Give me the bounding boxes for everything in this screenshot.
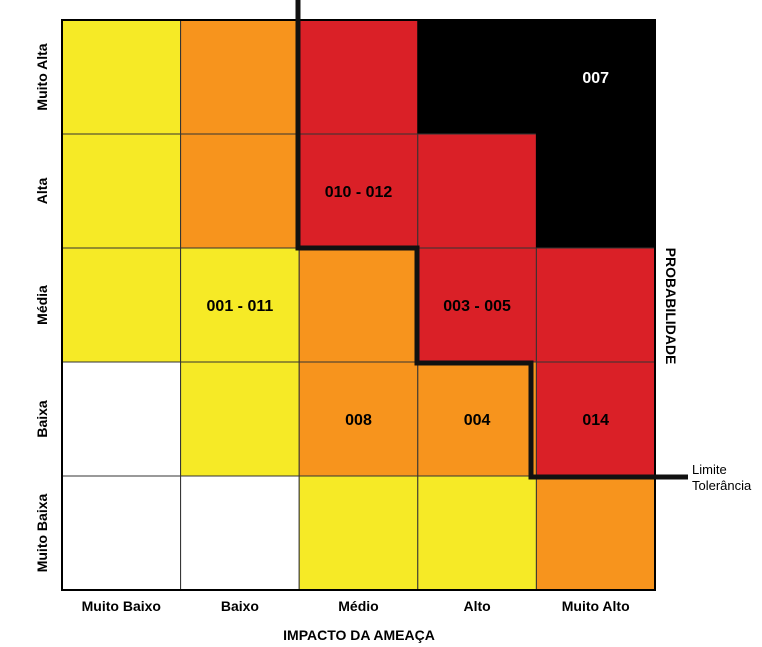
risk-id-label: 007 bbox=[582, 70, 609, 87]
matrix-cell-r1-c1 bbox=[180, 133, 300, 249]
matrix-cell-r1-c3 bbox=[417, 133, 537, 249]
column-label: Médio bbox=[338, 598, 378, 614]
matrix-cell-r4-c0 bbox=[61, 475, 182, 591]
matrix-cell-r1-c4 bbox=[535, 133, 656, 249]
row-label: Muito Alta bbox=[34, 43, 50, 110]
matrix-cell-r2-c3 bbox=[417, 247, 537, 363]
matrix-cell-r0-c3 bbox=[417, 19, 537, 135]
matrix-cell-r4-c1 bbox=[180, 475, 300, 591]
risk-id-label: 003 - 005 bbox=[443, 298, 511, 315]
matrix-cell-r4-c2 bbox=[298, 475, 419, 591]
matrix-cell-r1-c2 bbox=[298, 133, 419, 249]
cell-labels: 007 010 - 012 001 - 011 003 - 005 008 004 014 bbox=[207, 70, 610, 429]
row-label: Alta bbox=[34, 178, 50, 205]
risk-id-label: 004 bbox=[464, 412, 491, 429]
risk-id-label: 014 bbox=[582, 412, 609, 429]
matrix-cell-r3-c3 bbox=[417, 361, 537, 477]
matrix-cell-r2-c4 bbox=[535, 247, 656, 363]
tolerance-limit-line bbox=[295, 0, 688, 480]
row-label: Média bbox=[34, 285, 50, 325]
matrix-cell-r4-c3 bbox=[417, 475, 537, 591]
matrix-cell-r0-c4 bbox=[535, 19, 656, 135]
matrix-cell-r0-c1 bbox=[180, 19, 300, 135]
x-axis-title: IMPACTO DA AMEAÇA bbox=[283, 627, 435, 643]
matrix-cell-r0-c2 bbox=[298, 19, 419, 135]
tolerance-label-line1: Limite bbox=[692, 462, 727, 477]
matrix-cell-r2-c0 bbox=[61, 247, 182, 363]
column-label: Muito Alto bbox=[562, 598, 630, 614]
risk-id-label: 008 bbox=[345, 412, 372, 429]
matrix-border bbox=[61, 19, 656, 591]
matrix-cell-r3-c0 bbox=[61, 361, 182, 477]
column-label: Alto bbox=[463, 598, 490, 614]
column-labels: Muito Baixo Baixo Médio Alto Muito Alto bbox=[82, 598, 630, 614]
matrix-cells bbox=[61, 19, 656, 591]
row-labels: Muito Alta Alta Média Baixa Muito Baixa bbox=[34, 43, 50, 572]
risk-id-label: 010 - 012 bbox=[325, 184, 393, 201]
tolerance-label-line2: Tolerância bbox=[692, 478, 752, 493]
matrix-cell-r2-c2 bbox=[298, 247, 419, 363]
matrix-cell-r1-c0 bbox=[61, 133, 182, 249]
risk-id-label: 001 - 011 bbox=[207, 298, 274, 315]
column-label: Baixo bbox=[221, 598, 259, 614]
matrix-cell-r2-c1 bbox=[180, 247, 300, 363]
matrix-cell-r0-c0 bbox=[61, 19, 182, 135]
column-label: Muito Baixo bbox=[82, 598, 161, 614]
row-label: Baixa bbox=[34, 400, 50, 438]
row-label: Muito Baixa bbox=[34, 494, 50, 573]
matrix-cell-r3-c1 bbox=[180, 361, 300, 477]
matrix-cell-r4-c4 bbox=[535, 475, 656, 591]
matrix-cell-r3-c2 bbox=[298, 361, 419, 477]
y-axis-title: PROBABILIDADE bbox=[663, 248, 679, 365]
